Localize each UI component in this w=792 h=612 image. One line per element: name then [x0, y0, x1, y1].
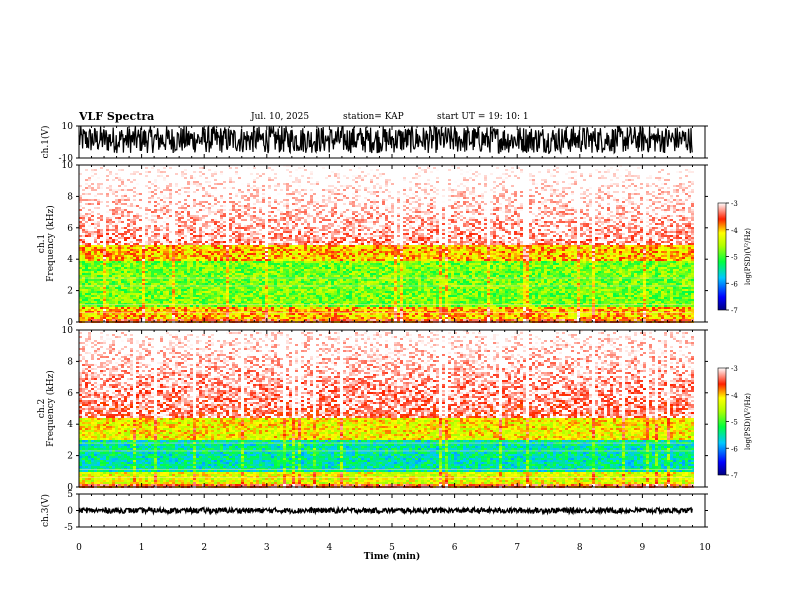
- ytick-label-4-0: 5: [67, 490, 73, 500]
- ylabel-1-0: ch.1(V): [40, 126, 51, 159]
- ytick-label-2-4: 8: [67, 192, 73, 202]
- colorbar-tick-label-3-2: -5: [731, 419, 738, 427]
- ytick-label-4-2: -5: [64, 523, 73, 533]
- waveform-1: [79, 126, 692, 153]
- colorbar-tick-label-2-0: -3: [731, 200, 738, 208]
- xtick-label-4: 4: [327, 543, 333, 553]
- xtick-label-8: 8: [577, 543, 583, 553]
- colorbar-tick-label-3-1: -4: [731, 392, 738, 400]
- colorbar-tick-label-2-2: -5: [731, 254, 738, 262]
- xtick-label-7: 7: [514, 543, 520, 553]
- colorbar-tick-label-3-3: -6: [731, 445, 738, 453]
- ytick-label-2-3: 6: [67, 224, 73, 234]
- spectrogram-3: [79, 330, 694, 488]
- xtick-label-10: 10: [699, 543, 711, 553]
- colorbar-tick-label-3-0: -3: [731, 365, 738, 373]
- colorbar-tick-label-2-1: -4: [731, 227, 738, 235]
- xtick-label-3: 3: [264, 543, 270, 553]
- ytick-label-2-1: 2: [67, 287, 73, 297]
- colorbar-tick-label-2-4: -7: [731, 307, 738, 315]
- vlf-figure: 10-10ch.1(V)0246810ch.1 Frequency (kHz)02…: [0, 0, 792, 612]
- colorbar-tick-label-3-4: -7: [731, 472, 738, 480]
- ytick-label-1-0: 10: [62, 122, 74, 132]
- ytick-label-3-4: 8: [67, 357, 73, 367]
- xtick-label-1: 1: [139, 543, 145, 553]
- ytick-label-3-2: 4: [67, 420, 73, 430]
- ylabel-4-0: ch.3(V): [40, 494, 51, 527]
- ytick-label-3-3: 6: [67, 389, 73, 399]
- xtick-label-2: 2: [201, 543, 207, 553]
- colorbar-tick-label-2-3: -6: [731, 280, 738, 288]
- colorbar-3: [718, 368, 726, 475]
- waveform-4: [79, 508, 692, 513]
- ylabel-3-1: Frequency (kHz): [45, 370, 56, 447]
- ytick-label-3-1: 2: [67, 452, 73, 462]
- ylabel-2-1: Frequency (kHz): [45, 205, 56, 282]
- ytick-label-2-5: 10: [62, 161, 74, 171]
- ytick-label-3-5: 10: [62, 326, 74, 336]
- xtick-label-6: 6: [452, 543, 458, 553]
- ytick-label-4-1: 0: [67, 507, 73, 517]
- xtick-label-0: 0: [76, 543, 82, 553]
- xtick-label-9: 9: [640, 543, 646, 553]
- ytick-label-2-2: 4: [67, 255, 73, 265]
- xaxis-label: Time (min): [364, 551, 421, 562]
- colorbar-2: [718, 203, 726, 310]
- spectrogram-2: [79, 165, 694, 323]
- colorbar-label-2: log(PSD)(V²/Hz): [744, 228, 752, 285]
- colorbar-label-3: log(PSD)(V²/Hz): [744, 393, 752, 450]
